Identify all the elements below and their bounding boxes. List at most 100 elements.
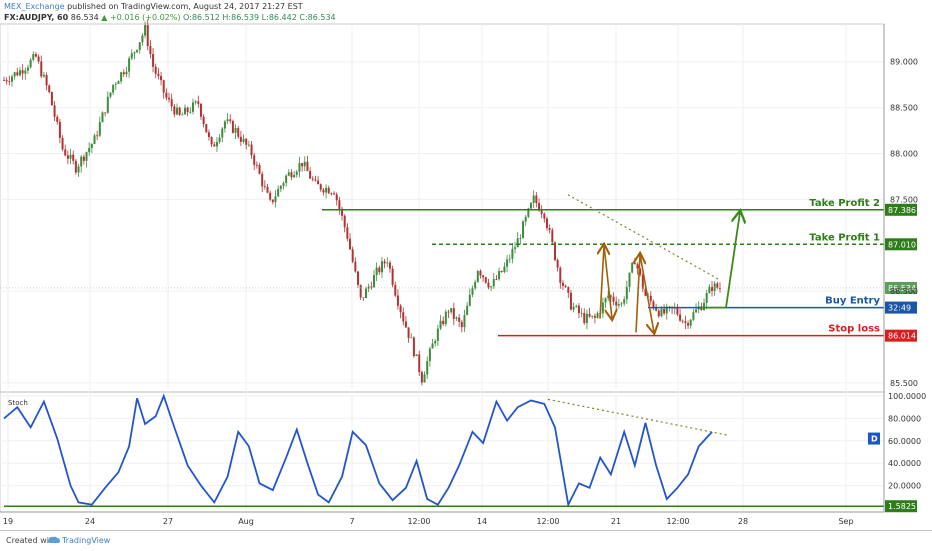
candle-body (641, 274, 644, 289)
candle-body (72, 154, 75, 161)
candle-body (106, 96, 109, 113)
candle-body (40, 61, 43, 77)
candle-body (189, 111, 192, 113)
candle-body (255, 164, 258, 166)
candle-body (263, 186, 266, 188)
candle-body (596, 313, 599, 318)
candle-body (144, 25, 147, 36)
candle-body (388, 262, 391, 269)
candle-body (37, 56, 40, 62)
d-badge (868, 432, 880, 445)
candle-body (253, 155, 256, 165)
stoch-level-tag (885, 500, 917, 513)
candle-body (104, 112, 107, 114)
time-tick-label: 27 (163, 517, 173, 526)
candle-body (665, 306, 668, 314)
tradingview-brand[interactable]: TradingView (62, 536, 111, 545)
level-price-tag (885, 329, 917, 342)
candle-body (191, 102, 194, 112)
candle-body (359, 284, 362, 298)
drawings: Take Profit 2 87.386 Take Profit 1 87.010 Bu… (0, 194, 917, 342)
candle-body (442, 320, 445, 325)
candle-body (157, 73, 160, 76)
candle-body (716, 283, 719, 288)
candle-body (591, 315, 594, 317)
candle-body (271, 199, 274, 203)
candle-body (309, 171, 312, 179)
price-chart[interactable]: Take Profit 2 87.386 Take Profit 1 87.010 Bu… (0, 0, 932, 530)
candle-body (633, 262, 636, 265)
candle-body (556, 260, 559, 268)
candle-body (479, 270, 482, 276)
candle-body (713, 283, 716, 291)
candle-body (407, 327, 410, 338)
candle-body (516, 238, 519, 248)
candle-body (564, 285, 567, 287)
candle-body (242, 138, 245, 142)
candle-body (314, 179, 317, 181)
footer: Created with TradingView (0, 530, 932, 551)
change-text: ▲ +0.016 (+0.02%) (101, 13, 181, 22)
candle-body (112, 84, 115, 93)
candle-body (380, 261, 383, 273)
candle-body (585, 313, 588, 324)
candle-body (540, 210, 543, 214)
candle-body (186, 107, 189, 113)
candle-body (663, 308, 666, 314)
candle-body (631, 262, 634, 273)
candle-body (386, 262, 389, 264)
stoch-tick-label: 60.0000 (888, 437, 921, 446)
candle-body (402, 312, 405, 322)
publisher-name[interactable]: MEX_Exchange (4, 2, 65, 11)
time-tick-label: Aug (238, 517, 254, 526)
candle-body (410, 337, 413, 339)
time-tick-label: 7 (349, 517, 354, 526)
candle-body (623, 299, 626, 304)
candle-body (378, 267, 381, 273)
candle-body (551, 230, 554, 243)
candle-body (317, 180, 320, 185)
candle-body (88, 148, 91, 153)
candle-body (277, 188, 280, 197)
swing-arrow (639, 254, 654, 332)
candle-body (197, 101, 200, 104)
time-tick-label: 14 (477, 517, 487, 526)
candle-body (412, 337, 415, 357)
candle-body (535, 195, 538, 204)
candle-body (559, 267, 562, 283)
candle-body (279, 185, 282, 189)
candle-body (96, 135, 99, 137)
candle-body (85, 152, 88, 161)
created-with-text: Created with (6, 536, 58, 545)
candle-body (657, 310, 660, 317)
downtrend-dotted-line (567, 194, 721, 281)
candle-body (625, 286, 628, 300)
candle-body (8, 81, 11, 83)
candle-body (319, 184, 322, 190)
candle-body (93, 135, 96, 144)
candle-body (703, 302, 706, 311)
time-tick-label: 19 (3, 517, 13, 526)
candle-body (215, 141, 218, 147)
candle-body (194, 101, 197, 103)
candle-body (575, 305, 578, 307)
candle-body (689, 319, 692, 326)
candle-body (165, 92, 168, 98)
candle-body (695, 309, 698, 313)
candle-body (218, 137, 221, 142)
candle-body (18, 70, 21, 76)
candle-body (74, 160, 77, 173)
level-label: Take Profit 1 (809, 232, 880, 243)
stoch-tick-label: 80.0000 (888, 414, 921, 423)
candle-body (375, 267, 378, 276)
candle-body (128, 58, 131, 72)
time-tick-label: 24 (85, 517, 95, 526)
candle-body (210, 137, 213, 145)
candle-body (325, 187, 328, 193)
candle-body (13, 72, 16, 77)
candle-body (439, 320, 442, 329)
candle-body (34, 54, 37, 57)
candle-body (519, 238, 522, 239)
candle-body (122, 72, 125, 75)
candle-body (583, 312, 586, 324)
